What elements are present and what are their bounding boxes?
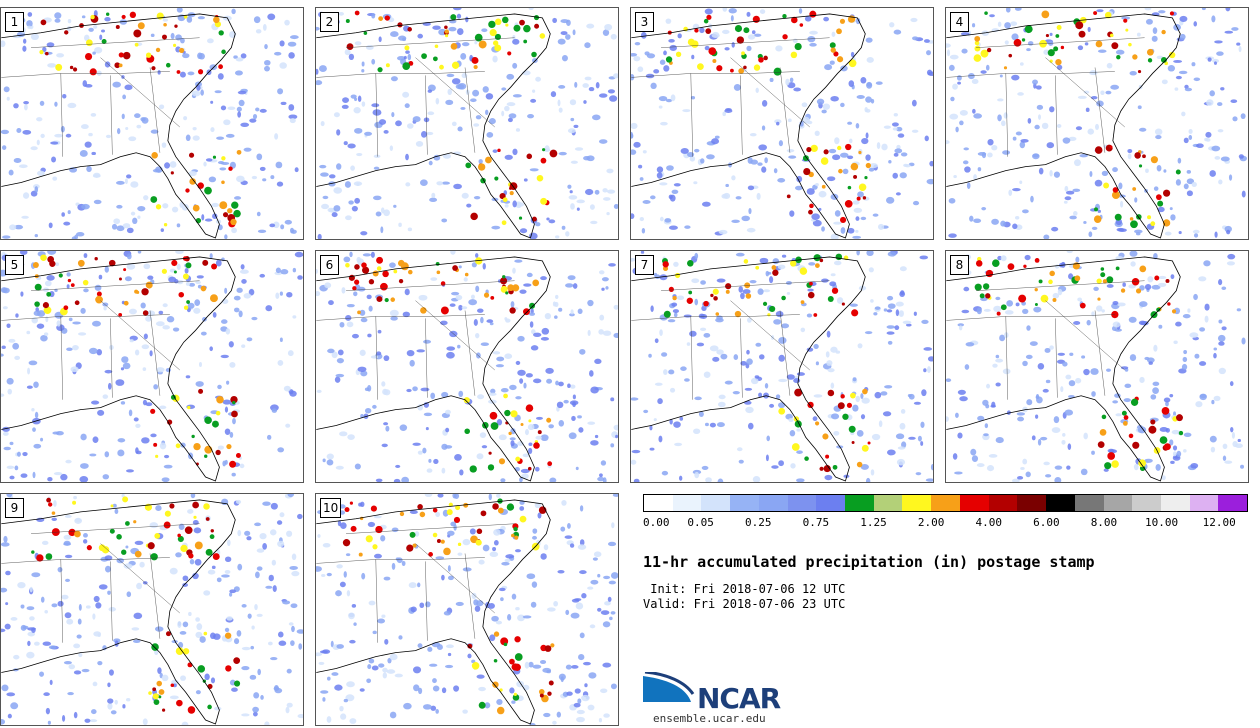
precip-map — [316, 8, 618, 239]
colorbar-tick-label: 2.00 — [917, 516, 945, 529]
member-number-label: 3 — [635, 12, 654, 32]
colorbar-swatch — [902, 495, 932, 511]
colorbar-tick-label: 4.00 — [975, 516, 1002, 529]
ensemble-member-panel-9: 9 — [0, 493, 304, 726]
ensemble-member-panel-7: 7 — [630, 250, 934, 483]
colorbar-tick-label: 10.00 — [1145, 516, 1179, 529]
member-number-label: 6 — [320, 255, 339, 275]
colorbar-swatch — [1218, 495, 1248, 511]
member-number-label: 7 — [635, 255, 654, 275]
colorbar-swatch — [730, 495, 759, 511]
colorbar-swatch — [1189, 495, 1219, 511]
member-number-label: 8 — [950, 255, 969, 275]
precip-map — [316, 494, 618, 725]
ensemble-member-panel-10: 10 — [315, 493, 619, 726]
colorbar-swatch — [1103, 495, 1133, 511]
precip-map — [1, 8, 299, 239]
precip-map — [316, 251, 618, 482]
init-time: Init: Fri 2018-07-06 12 UTC — [643, 582, 846, 596]
colorbar-tick-label: 12.00 — [1202, 516, 1236, 529]
colorbar-swatch — [988, 495, 1018, 511]
ncar-url: ensemble.ucar.edu — [653, 712, 766, 725]
precip-colorbar — [643, 494, 1248, 512]
colorbar-swatch — [1074, 495, 1104, 511]
member-number-label: 4 — [950, 12, 969, 32]
colorbar-swatch — [959, 495, 989, 511]
member-number-label: 5 — [5, 255, 24, 275]
colorbar-swatch — [644, 495, 673, 511]
colorbar-swatch — [1017, 495, 1047, 511]
ensemble-member-panel-2: 2 — [315, 7, 619, 240]
colorbar-swatch — [758, 495, 788, 511]
ensemble-member-panel-5: 5 — [0, 250, 304, 483]
ensemble-member-panel-3: 3 — [630, 7, 934, 240]
colorbar-swatch — [931, 495, 960, 511]
ensemble-member-panel-4: 4 — [945, 7, 1249, 240]
valid-time: Valid: Fri 2018-07-06 23 UTC — [643, 597, 846, 611]
ensemble-member-panel-6: 6 — [315, 250, 619, 483]
ncar-logo — [643, 672, 695, 702]
member-number-label: 2 — [320, 12, 339, 32]
colorbar-swatch — [1132, 495, 1161, 511]
colorbar-swatch — [816, 495, 846, 511]
colorbar-swatch — [873, 495, 903, 511]
colorbar-swatch — [787, 495, 817, 511]
ensemble-member-panel-1: 1 — [0, 7, 304, 240]
figure-title: 11-hr accumulated precipitation (in) pos… — [643, 553, 1095, 571]
member-number-label: 1 — [5, 12, 24, 32]
colorbar-swatch — [672, 495, 702, 511]
colorbar-tick-label: 0.00 — [643, 516, 670, 529]
colorbar-swatch — [1160, 495, 1190, 511]
colorbar-tick-label: 1.25 — [860, 516, 887, 529]
precip-map — [631, 251, 933, 482]
precip-map — [1, 251, 303, 482]
colorbar-tick-label: 0.75 — [802, 516, 830, 529]
colorbar-tick-label: 6.00 — [1033, 516, 1060, 529]
precip-map — [946, 251, 1246, 482]
colorbar-swatch — [701, 495, 731, 511]
member-number-label: 9 — [5, 498, 24, 518]
precip-map — [631, 8, 933, 239]
member-number-label: 10 — [320, 498, 342, 518]
colorbar-tick-label: 0.05 — [687, 516, 714, 529]
ensemble-member-panel-8: 8 — [945, 250, 1249, 483]
colorbar-tick-label: 8.00 — [1090, 516, 1118, 529]
colorbar-tick-labels: 0.00 0.05 0.25 0.75 1.25 2.00 4.00 6.00 8.00 10.0… — [643, 516, 1248, 530]
precip-map — [946, 8, 1248, 239]
ncar-logo-text: NCAR — [697, 682, 781, 715]
colorbar-swatch — [845, 495, 874, 511]
precip-map — [1, 494, 303, 725]
colorbar-tick-label: 0.25 — [744, 516, 772, 529]
colorbar-swatch — [1046, 495, 1075, 511]
